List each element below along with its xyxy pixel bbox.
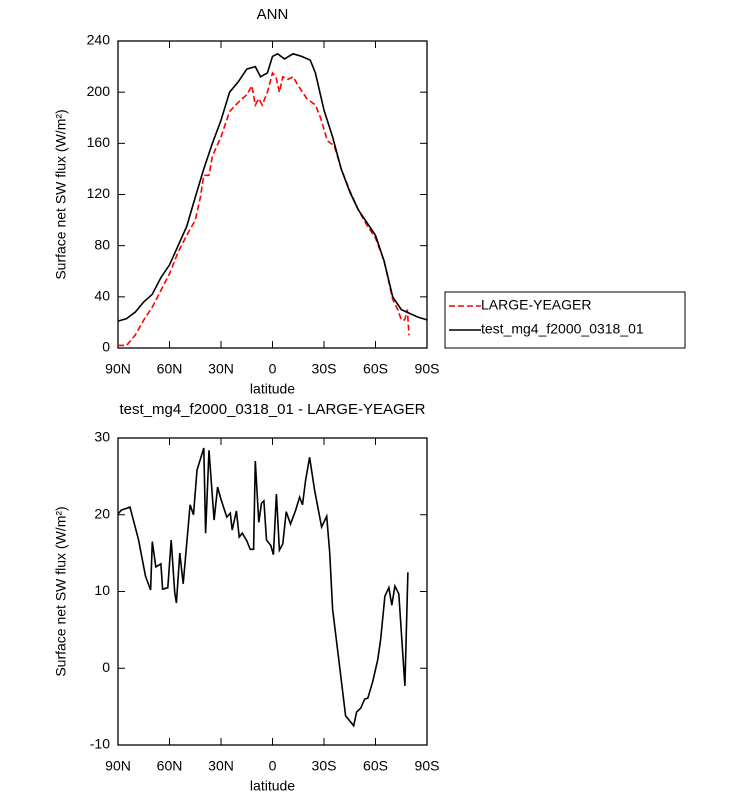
x-tick-label: 90S (415, 758, 440, 774)
plot-frame (117, 437, 428, 746)
y-tick-label: 240 (87, 32, 111, 48)
y-tick-label: 0 (102, 659, 110, 675)
x-tick-label: 0 (269, 361, 277, 377)
data-line (118, 71, 410, 347)
x-tick-label: 60S (363, 758, 388, 774)
y-tick-label: 20 (94, 505, 110, 521)
x-tick-label: 30S (312, 758, 337, 774)
x-tick-label: 90S (415, 361, 440, 377)
plot-frame (117, 40, 428, 349)
y-tick-label: 10 (94, 582, 110, 598)
x-tick-label: 90N (105, 758, 131, 774)
y-axis-label: Surface net SW flux (W/m²) (53, 506, 69, 676)
data-line (117, 447, 409, 728)
y-tick-label: 40 (94, 288, 110, 304)
y-tick-label: 200 (87, 83, 111, 99)
legend-box (444, 291, 686, 349)
y-tick-label: 120 (87, 185, 111, 201)
y-tick-label: 160 (87, 134, 111, 150)
data-line (117, 52, 428, 322)
y-tick-label: 0 (102, 339, 110, 355)
x-tick-label: 60S (363, 361, 388, 377)
x-axis-label: latitude (250, 381, 295, 397)
y-tick-label: -10 (90, 736, 110, 752)
chart-title: test_mg4_f2000_0318_01 - LARGE-YEAGER (119, 401, 425, 418)
x-tick-label: 60N (157, 361, 183, 377)
chart-title: ANN (257, 6, 289, 23)
legend-label: test_mg4_f2000_0318_01 (481, 321, 644, 337)
legend-label: LARGE-YEAGER (481, 297, 591, 313)
x-tick-label: 30S (312, 361, 337, 377)
x-axis-label: latitude (250, 778, 295, 794)
x-tick-label: 0 (269, 758, 277, 774)
x-tick-label: 60N (157, 758, 183, 774)
y-tick-label: 80 (94, 236, 110, 252)
x-tick-label: 90N (105, 361, 131, 377)
y-tick-label: 30 (94, 429, 110, 445)
x-tick-label: 30N (208, 758, 234, 774)
y-axis-label: Surface net SW flux (W/m²) (53, 109, 69, 279)
x-tick-label: 30N (208, 361, 234, 377)
